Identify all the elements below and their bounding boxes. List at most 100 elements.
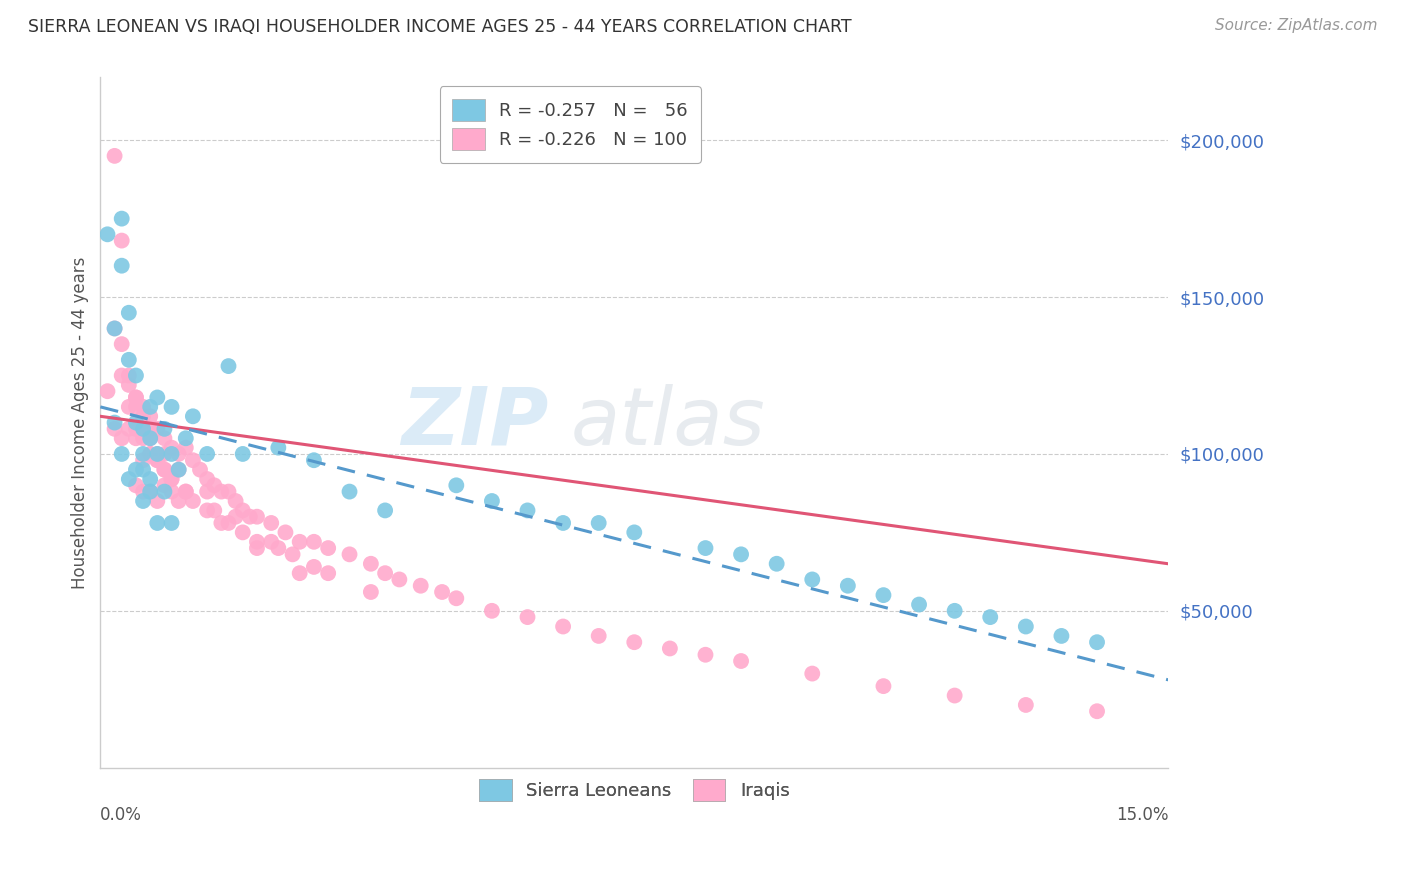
Point bbox=[274, 525, 297, 540]
Point bbox=[218, 516, 240, 530]
Point bbox=[481, 494, 503, 508]
Point bbox=[1015, 698, 1038, 712]
Point bbox=[118, 306, 141, 320]
Point bbox=[260, 534, 283, 549]
Point bbox=[153, 462, 176, 476]
Point bbox=[146, 453, 169, 467]
Point bbox=[260, 516, 283, 530]
Point bbox=[132, 431, 155, 445]
Point bbox=[979, 610, 1001, 624]
Point bbox=[111, 447, 134, 461]
Point bbox=[232, 525, 254, 540]
Point bbox=[481, 604, 503, 618]
Point bbox=[160, 516, 183, 530]
Point bbox=[339, 484, 361, 499]
Point bbox=[167, 462, 190, 476]
Point bbox=[167, 447, 190, 461]
Point bbox=[125, 478, 148, 492]
Point bbox=[943, 689, 966, 703]
Point bbox=[96, 227, 118, 242]
Point bbox=[139, 447, 162, 461]
Point bbox=[281, 547, 304, 561]
Point bbox=[139, 431, 162, 445]
Point bbox=[132, 422, 155, 436]
Point bbox=[765, 557, 787, 571]
Point bbox=[246, 534, 269, 549]
Point bbox=[160, 472, 183, 486]
Point bbox=[339, 547, 361, 561]
Point bbox=[111, 431, 134, 445]
Point bbox=[104, 321, 127, 335]
Point bbox=[288, 534, 311, 549]
Point bbox=[111, 368, 134, 383]
Point bbox=[181, 453, 204, 467]
Point bbox=[153, 431, 176, 445]
Point bbox=[111, 234, 134, 248]
Point bbox=[446, 478, 468, 492]
Point bbox=[1085, 704, 1108, 718]
Point bbox=[801, 666, 824, 681]
Text: SIERRA LEONEAN VS IRAQI HOUSEHOLDER INCOME AGES 25 - 44 YEARS CORRELATION CHART: SIERRA LEONEAN VS IRAQI HOUSEHOLDER INCO… bbox=[28, 18, 852, 36]
Point bbox=[139, 431, 162, 445]
Point bbox=[174, 484, 197, 499]
Y-axis label: Householder Income Ages 25 - 44 years: Householder Income Ages 25 - 44 years bbox=[72, 256, 89, 589]
Point bbox=[218, 484, 240, 499]
Point bbox=[139, 484, 162, 499]
Point bbox=[167, 462, 190, 476]
Point bbox=[125, 391, 148, 405]
Point bbox=[139, 409, 162, 424]
Point bbox=[139, 484, 162, 499]
Point bbox=[160, 400, 183, 414]
Point bbox=[1085, 635, 1108, 649]
Point bbox=[374, 503, 396, 517]
Point bbox=[218, 359, 240, 373]
Point bbox=[516, 610, 538, 624]
Point bbox=[623, 635, 645, 649]
Point bbox=[225, 494, 247, 508]
Point bbox=[118, 472, 141, 486]
Point bbox=[174, 441, 197, 455]
Point bbox=[516, 503, 538, 517]
Point bbox=[139, 472, 162, 486]
Point bbox=[167, 494, 190, 508]
Point bbox=[125, 462, 148, 476]
Point bbox=[225, 509, 247, 524]
Point bbox=[153, 447, 176, 461]
Point bbox=[132, 453, 155, 467]
Point bbox=[118, 378, 141, 392]
Point bbox=[202, 503, 225, 517]
Point bbox=[195, 484, 218, 499]
Point bbox=[125, 400, 148, 414]
Point bbox=[146, 391, 169, 405]
Point bbox=[695, 648, 717, 662]
Point bbox=[195, 447, 218, 461]
Point bbox=[139, 400, 162, 414]
Point bbox=[146, 447, 169, 461]
Point bbox=[316, 541, 339, 555]
Point bbox=[181, 494, 204, 508]
Point bbox=[125, 391, 148, 405]
Point bbox=[623, 525, 645, 540]
Point bbox=[232, 447, 254, 461]
Point bbox=[146, 453, 169, 467]
Point bbox=[125, 368, 148, 383]
Point bbox=[908, 598, 931, 612]
Legend: Sierra Leoneans, Iraqis: Sierra Leoneans, Iraqis bbox=[470, 771, 799, 811]
Point bbox=[302, 534, 325, 549]
Point bbox=[160, 441, 183, 455]
Point bbox=[246, 509, 269, 524]
Text: Source: ZipAtlas.com: Source: ZipAtlas.com bbox=[1215, 18, 1378, 33]
Point bbox=[132, 484, 155, 499]
Point bbox=[104, 321, 127, 335]
Point bbox=[153, 478, 176, 492]
Point bbox=[551, 516, 574, 530]
Point bbox=[730, 547, 752, 561]
Point bbox=[174, 484, 197, 499]
Point bbox=[111, 211, 134, 226]
Point bbox=[118, 422, 141, 436]
Point bbox=[409, 579, 432, 593]
Point bbox=[160, 447, 183, 461]
Point bbox=[104, 149, 127, 163]
Point bbox=[837, 579, 859, 593]
Point bbox=[181, 409, 204, 424]
